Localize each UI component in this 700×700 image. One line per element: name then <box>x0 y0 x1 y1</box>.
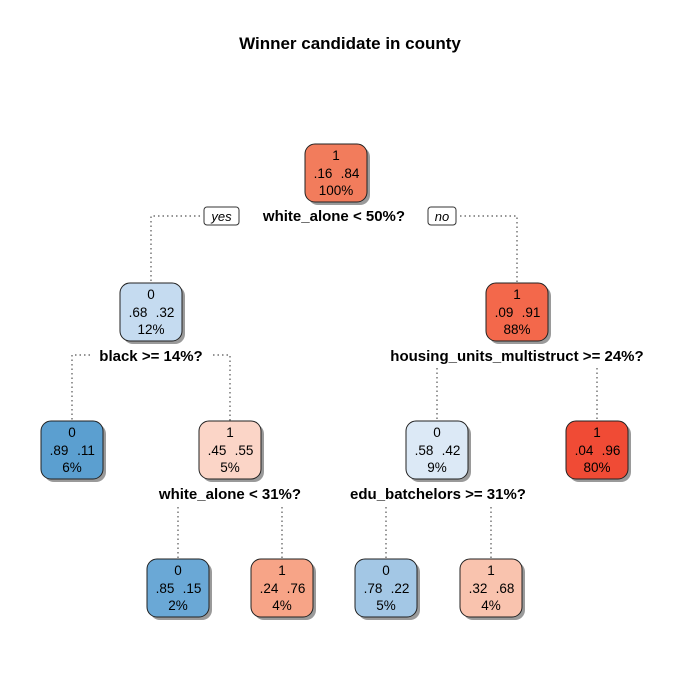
tree-node: 1 .24 .76 4% <box>250 558 316 620</box>
split-label: white_alone < 50%? <box>262 208 405 225</box>
node-prob-1: .15 <box>183 581 202 596</box>
node-prob-1: .91 <box>522 305 541 320</box>
node-class-label: 1 <box>278 563 286 578</box>
split-label: black >= 14%? <box>99 348 202 365</box>
node-class-label: 1 <box>226 425 234 440</box>
node-class-label: 1 <box>513 287 521 302</box>
svg-text:no: no <box>435 209 449 224</box>
node-box <box>119 282 183 342</box>
node-prob-1: .11 <box>77 443 95 458</box>
edge-root-no <box>460 215 518 283</box>
tree-node: 1 .45 .55 5% <box>198 420 264 482</box>
node-percent: 5% <box>220 460 240 475</box>
tree-node: 0 .58 .42 9% <box>405 420 471 482</box>
node-box <box>146 558 210 618</box>
edge-n2-right <box>213 354 231 421</box>
node-percent: 2% <box>168 598 188 613</box>
node-class-label: 0 <box>433 425 441 440</box>
node-prob-0: .45 <box>208 443 227 458</box>
node-box <box>459 558 523 618</box>
node-class-label: 1 <box>332 148 340 163</box>
node-prob-0: .09 <box>495 305 514 320</box>
node-prob-1: .42 <box>442 443 461 458</box>
edge-root-yes <box>150 215 200 283</box>
node-box <box>565 420 629 480</box>
edge-n2-left <box>71 354 90 421</box>
no-tag: no <box>427 206 457 226</box>
node-prob-1: .22 <box>391 581 410 596</box>
node-prob-0: .04 <box>575 443 594 458</box>
node-prob-0: .32 <box>469 581 488 596</box>
node-prob-1: .32 <box>156 305 175 320</box>
node-prob-1: .84 <box>341 166 360 181</box>
node-percent: 100% <box>319 183 354 198</box>
node-class-label: 0 <box>174 563 182 578</box>
node-percent: 6% <box>62 460 82 475</box>
node-prob-0: .68 <box>129 305 148 320</box>
node-percent: 9% <box>427 460 447 475</box>
tree-node: 0 .89 .11 6% <box>40 420 106 482</box>
node-prob-0: .89 <box>50 443 69 458</box>
node-prob-1: .55 <box>235 443 254 458</box>
split-label: edu_batchelors >= 31%? <box>350 486 526 503</box>
node-box <box>198 420 262 480</box>
node-prob-0: .78 <box>364 581 383 596</box>
tree-edges <box>71 215 598 559</box>
node-prob-0: .16 <box>314 166 333 181</box>
tree-node: 0 .85 .15 2% <box>146 558 212 620</box>
node-prob-1: .68 <box>496 581 515 596</box>
tree-node: 1 .09 .91 88% <box>485 282 551 344</box>
node-class-label: 1 <box>487 563 495 578</box>
node-prob-0: .85 <box>156 581 175 596</box>
node-box <box>304 143 368 203</box>
node-percent: 12% <box>137 322 164 337</box>
node-prob-0: .24 <box>260 581 279 596</box>
node-class-label: 1 <box>593 425 601 440</box>
node-percent: 88% <box>503 322 530 337</box>
node-class-label: 0 <box>147 287 155 302</box>
node-class-label: 0 <box>382 563 390 578</box>
node-percent: 4% <box>481 598 501 613</box>
yes-tag: yes <box>203 206 240 226</box>
tree-nodes: 1.16.84100%0.68.3212%1.09.9188%0.89.116%… <box>40 143 631 620</box>
tree-node: 1 .32 .68 4% <box>459 558 525 620</box>
split-label: white_alone < 31%? <box>158 486 301 503</box>
node-box <box>40 420 104 480</box>
svg-text:yes: yes <box>210 209 232 224</box>
node-prob-0: .58 <box>415 443 434 458</box>
node-percent: 5% <box>376 598 396 613</box>
tree-node: 0 .78 .22 5% <box>354 558 420 620</box>
node-class-label: 0 <box>68 425 76 440</box>
node-box <box>485 282 549 342</box>
tree-node: 1 .16 .84 100% <box>304 143 370 205</box>
node-percent: 80% <box>583 460 610 475</box>
node-prob-1: .76 <box>287 581 306 596</box>
tree-node: 1 .04 .96 80% <box>565 420 631 482</box>
node-percent: 4% <box>272 598 292 613</box>
node-prob-1: .96 <box>602 443 621 458</box>
chart-title: Winner candidate in county <box>239 34 461 53</box>
node-box <box>354 558 418 618</box>
node-box <box>250 558 314 618</box>
node-box <box>405 420 469 480</box>
split-label: housing_units_multistruct >= 24%? <box>390 348 643 365</box>
tree-node: 0 .68 .32 12% <box>119 282 185 344</box>
